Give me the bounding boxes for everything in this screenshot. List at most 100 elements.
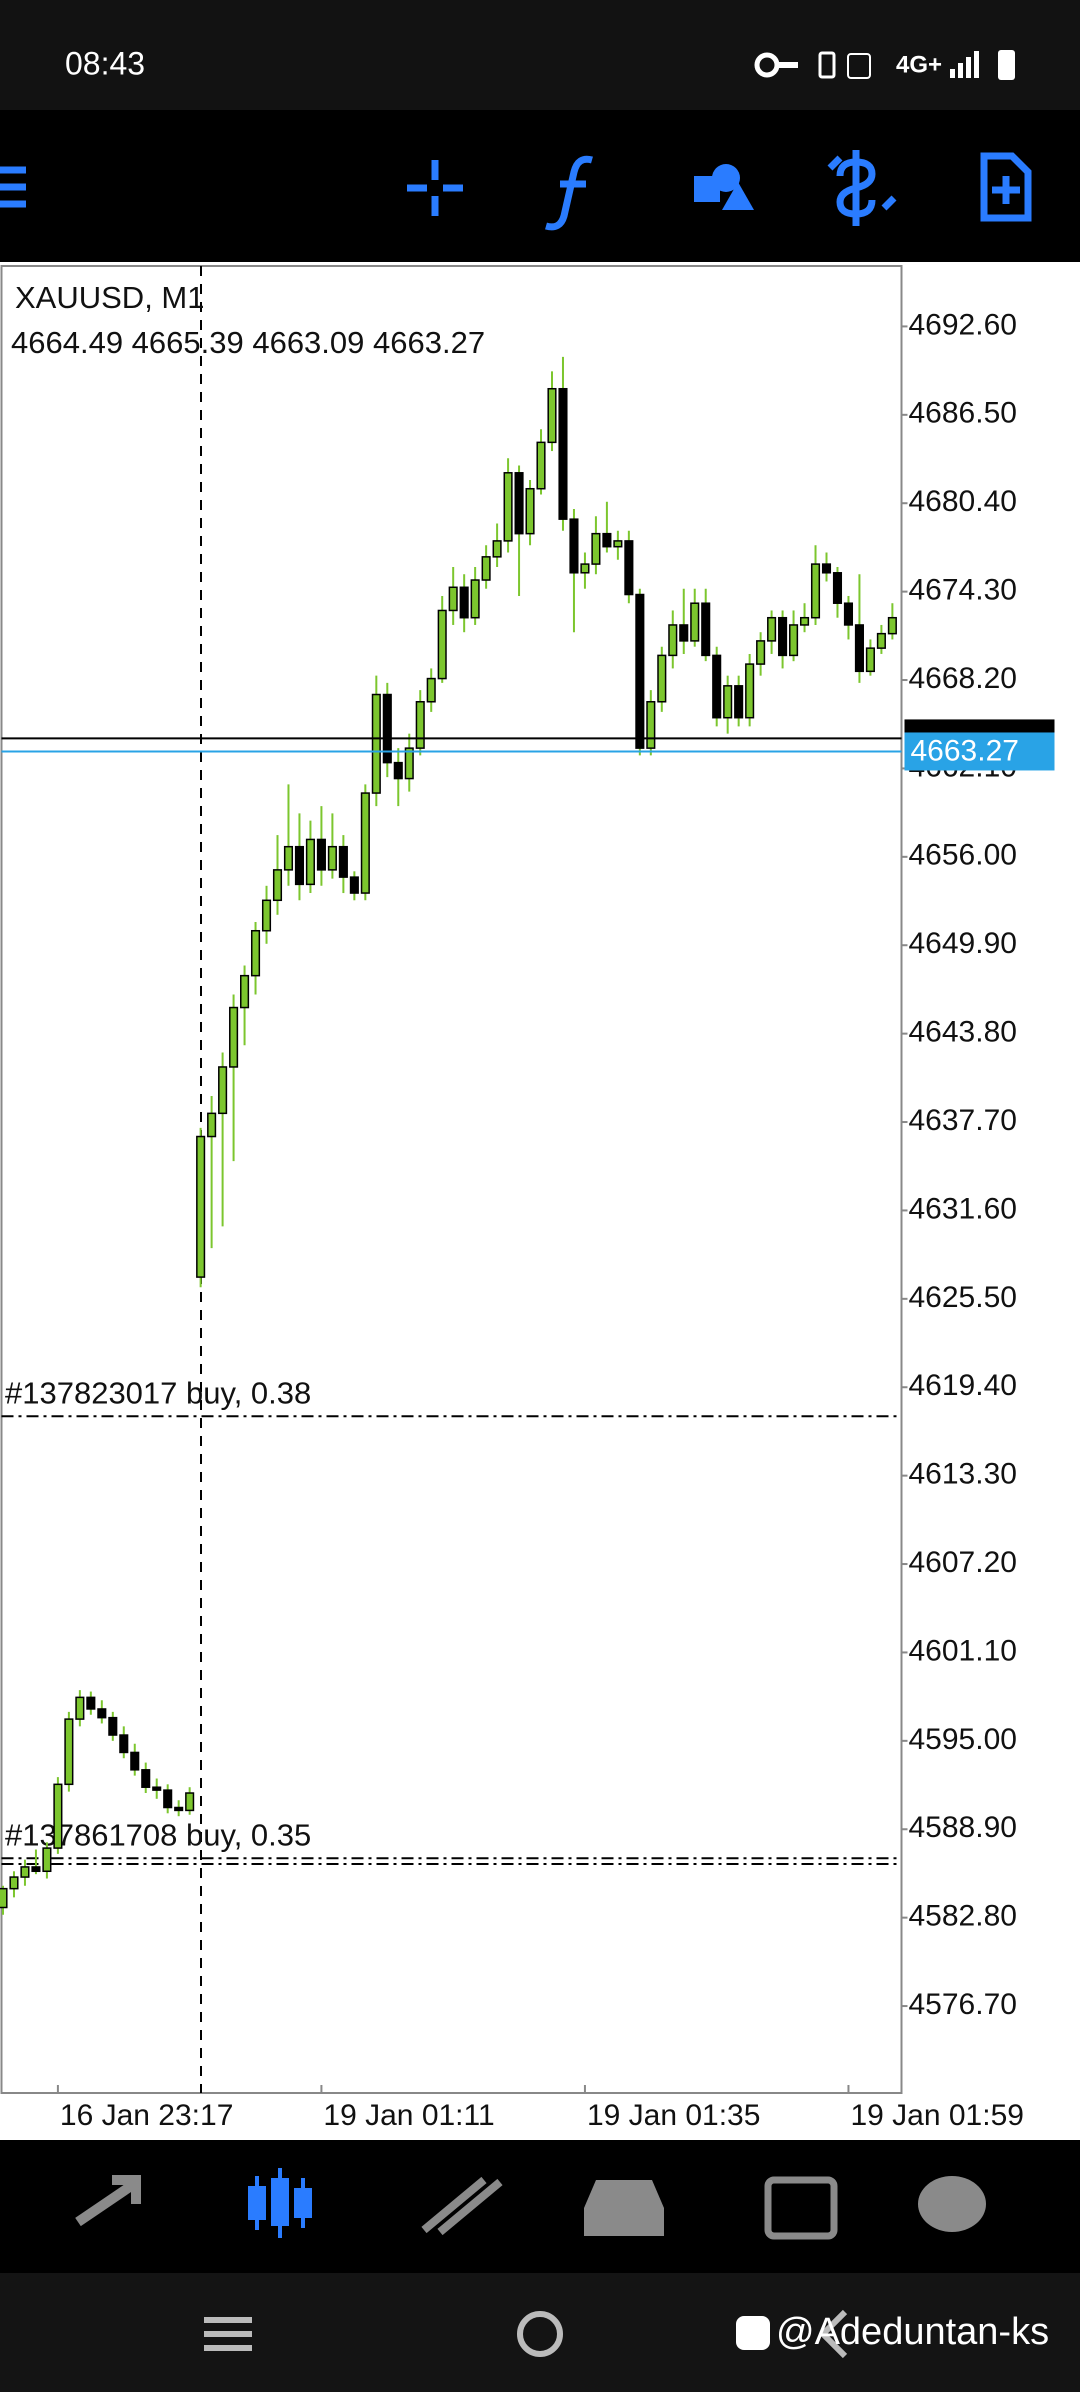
status-icons: 4G+ <box>754 50 1015 80</box>
indicators-button[interactable] <box>545 155 593 231</box>
y-tick-label: 4613.30 <box>909 1458 1017 1491</box>
candle-body <box>185 1792 195 1812</box>
y-tick-label: 4619.40 <box>909 1369 1017 1402</box>
candle-body <box>668 624 678 657</box>
candle-body <box>31 1866 41 1873</box>
candle-body <box>854 624 864 673</box>
y-tick-label: 4595.00 <box>909 1723 1017 1756</box>
candle-body <box>152 1786 162 1791</box>
candle-body <box>327 845 337 871</box>
candle-body <box>240 974 250 1009</box>
system-nav-buttons <box>204 2309 848 2359</box>
chart-symbol: XAUUSD, M1 <box>15 280 204 315</box>
trade-button[interactable] <box>827 150 897 226</box>
candle-body <box>843 602 854 626</box>
menu-button[interactable] <box>0 166 26 208</box>
candle-body <box>218 1066 228 1115</box>
plot: #137823017 buy, 0.38 #137861708 buy, 0.35 <box>0 356 902 1915</box>
bid-price-label: 4663.27 <box>911 734 1019 767</box>
messages-tab[interactable] <box>918 2176 986 2232</box>
plot-frame <box>0 265 903 2094</box>
y-tick-label: 4680.40 <box>909 485 1017 518</box>
candle-body <box>865 647 875 673</box>
order-label: #137861708 buy, 0.35 <box>5 1817 311 1852</box>
candle-body <box>734 685 744 719</box>
facebook-icon <box>736 2316 770 2350</box>
new-order-button[interactable] <box>980 152 1032 222</box>
bottom-nav <box>0 2140 1080 2273</box>
candle-body <box>536 441 546 490</box>
volte-icon <box>847 53 871 79</box>
candle-body <box>316 838 326 871</box>
candle-body <box>646 701 656 749</box>
candle-body <box>503 472 513 542</box>
candle-body <box>525 487 535 535</box>
y-tick-label: 4649.90 <box>909 927 1017 960</box>
candle-body <box>163 1789 173 1809</box>
y-tick-label: 4686.50 <box>909 397 1017 430</box>
x-tick-label: 19 Jan 01:11 <box>323 2099 494 2132</box>
candle-body <box>470 579 480 619</box>
candle-body <box>799 616 810 626</box>
candle-body <box>53 1783 63 1849</box>
y-tick-label: 4607.20 <box>909 1546 1017 1579</box>
history-tab[interactable] <box>584 2180 664 2236</box>
key-icon <box>776 62 798 68</box>
candle-body <box>174 1806 184 1812</box>
candle-body <box>723 685 733 719</box>
x-tick-label: 19 Jan 01:35 <box>587 2099 760 2132</box>
y-tick-label: 4588.90 <box>909 1811 1017 1844</box>
back-button[interactable] <box>818 2309 848 2359</box>
candle-body <box>613 540 623 548</box>
objects-button[interactable] <box>694 164 754 210</box>
news-tab[interactable] <box>764 2176 838 2240</box>
candle-body <box>196 1135 206 1278</box>
candle-body <box>679 624 689 642</box>
candle-body <box>832 572 843 604</box>
candle-body <box>514 472 524 535</box>
home-button[interactable] <box>517 2311 563 2357</box>
y-tick-label: 4674.30 <box>909 574 1017 607</box>
candle-body <box>492 540 502 558</box>
candle-body <box>690 602 700 642</box>
candle-body <box>789 624 799 657</box>
candle-body <box>624 540 634 596</box>
y-tick-label: 4637.70 <box>909 1104 1017 1137</box>
candle-body <box>876 632 886 649</box>
chart-background <box>0 262 1080 2140</box>
recents-button[interactable] <box>204 2317 252 2351</box>
candle-body <box>130 1751 140 1771</box>
candle-body <box>86 1696 96 1710</box>
network-type: 4G+ <box>896 51 942 78</box>
candle-body <box>261 899 272 932</box>
candle-body <box>437 609 447 680</box>
candle-body <box>580 563 590 574</box>
candle-body <box>371 693 381 794</box>
y-tick-label: 4668.20 <box>909 662 1017 695</box>
candle-body <box>42 1847 52 1873</box>
y-tick-label: 4576.70 <box>909 1988 1017 2021</box>
candle-body <box>481 556 491 581</box>
y-tick-label: 4601.10 <box>909 1634 1017 1667</box>
candle-body <box>701 602 711 657</box>
order-label: #137823017 buy, 0.38 <box>5 1375 311 1410</box>
crosshair-button[interactable] <box>407 160 463 216</box>
chart-tab[interactable] <box>248 2168 312 2238</box>
candle-body <box>821 563 832 574</box>
candle-body <box>349 876 359 894</box>
x-tick-label: 16 Jan 23:17 <box>60 2099 233 2132</box>
candle-body <box>756 640 766 665</box>
trade-tab[interactable] <box>421 2176 503 2236</box>
candle-body <box>382 693 392 764</box>
y-tick-label: 4656.00 <box>909 839 1017 872</box>
candle-body <box>108 1716 118 1736</box>
status-time: 08:43 <box>65 45 145 81</box>
signal-bar <box>974 51 979 78</box>
candle-body <box>229 1006 239 1068</box>
candle-body <box>448 586 458 612</box>
quotes-tab[interactable] <box>75 2175 141 2227</box>
candle-body <box>207 1112 217 1138</box>
candle-body <box>602 532 612 548</box>
